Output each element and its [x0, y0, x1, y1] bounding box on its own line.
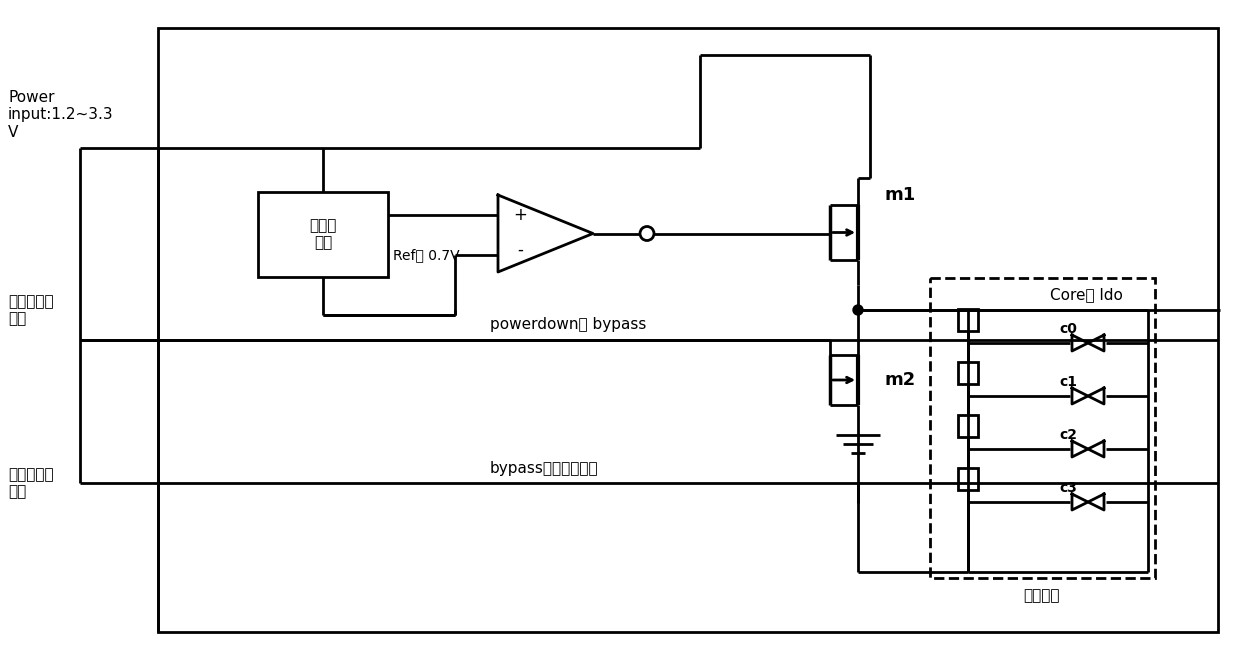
Bar — [959, 468, 978, 490]
Text: m1: m1 — [884, 186, 915, 204]
Text: powerdown： bypass: powerdown： bypass — [490, 317, 646, 332]
Text: c2: c2 — [1059, 428, 1078, 442]
Bar — [959, 415, 978, 437]
Text: Power
input:1.2~3.3
V: Power input:1.2~3.3 V — [7, 90, 114, 140]
Bar — [157, 28, 1218, 632]
Bar — [258, 192, 388, 277]
Text: +: + — [513, 206, 527, 224]
Text: c3: c3 — [1059, 481, 1076, 495]
Text: c1: c1 — [1059, 375, 1078, 389]
Bar — [959, 362, 978, 384]
Text: Core： ldo: Core： ldo — [1050, 288, 1123, 303]
Text: 控压模块: 控压模块 — [1024, 589, 1060, 604]
Text: 第一信号输
入端: 第一信号输 入端 — [7, 294, 53, 326]
Bar — [930, 278, 1154, 578]
Text: 基准电
压源: 基准电 压源 — [309, 218, 337, 250]
Text: Ref： 0.7V: Ref： 0.7V — [393, 248, 460, 262]
Text: 第二信号输
入端: 第二信号输 入端 — [7, 467, 53, 499]
Text: m2: m2 — [884, 371, 915, 389]
Text: bypass模式外接电源: bypass模式外接电源 — [490, 460, 599, 475]
Text: -: - — [517, 241, 523, 259]
Circle shape — [853, 305, 863, 315]
Bar — [959, 309, 978, 331]
Text: c0: c0 — [1059, 322, 1076, 336]
